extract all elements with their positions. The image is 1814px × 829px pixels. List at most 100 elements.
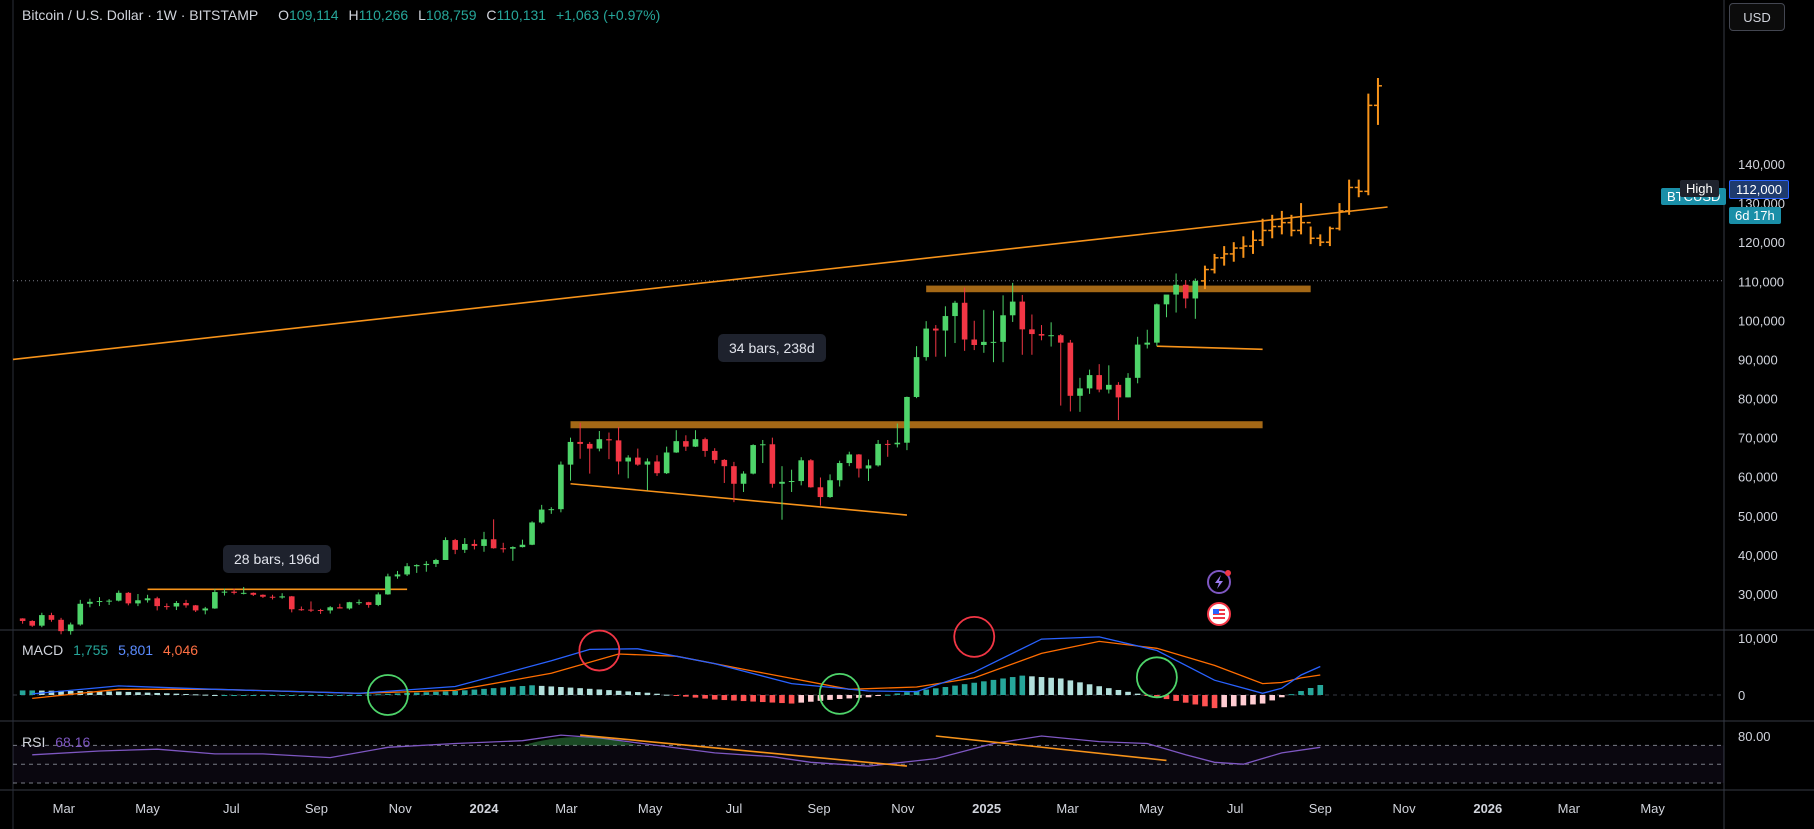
macd-histogram-bar — [413, 692, 420, 695]
candle-body — [250, 592, 257, 595]
price-tick-label: 80,000 — [1738, 392, 1778, 407]
macd-histogram-value: 1,755 — [73, 642, 109, 658]
candle-body — [663, 452, 670, 474]
candle-body — [673, 441, 680, 453]
macd-histogram-bar — [1067, 680, 1074, 695]
candle-body — [125, 592, 132, 604]
macd-signal-value: 4,046 — [163, 642, 199, 658]
candle-body — [231, 591, 237, 593]
macd-histogram-bar — [67, 690, 74, 695]
macd-histogram-bar — [298, 695, 305, 696]
candle-body — [490, 539, 497, 549]
macd-histogram-bar — [1048, 677, 1054, 695]
macd-histogram-bar — [711, 695, 718, 700]
macd-histogram-bar — [442, 691, 449, 695]
candle-body — [1144, 342, 1151, 345]
macd-histogram-bar — [500, 687, 507, 695]
macd-histogram-bar — [1240, 695, 1247, 706]
candle-body — [500, 548, 507, 550]
macd-histogram-bar — [135, 692, 141, 695]
countdown-tag: 6d 17h — [1729, 207, 1781, 224]
macd-cross-circle — [578, 629, 621, 672]
candle-body — [1048, 335, 1054, 337]
macd-histogram-bar — [894, 693, 901, 695]
macd-histogram-bar — [58, 690, 64, 695]
macd-histogram-bar — [385, 693, 391, 695]
macd-histogram-bar — [1086, 684, 1093, 695]
macd-histogram-bar — [923, 689, 929, 695]
candle-body — [721, 459, 728, 467]
us-flag-event-icon[interactable] — [1207, 602, 1231, 626]
macd-histogram-bar — [721, 695, 728, 701]
macd-histogram-bar — [654, 693, 660, 695]
candle-body — [433, 559, 439, 564]
candle-body — [1106, 384, 1112, 390]
candle-body — [779, 481, 785, 484]
macd-histogram-bar — [759, 695, 766, 703]
candle-body — [740, 473, 747, 484]
time-tick-label: Jul — [726, 801, 743, 816]
candle-body — [904, 396, 910, 443]
candle-body — [538, 509, 545, 523]
macd-histogram-bar — [1230, 695, 1237, 707]
macd-histogram-bar — [779, 695, 785, 704]
macd-histogram-bar — [606, 690, 612, 695]
macd-histogram-bar — [846, 695, 853, 699]
time-tick-label: Mar — [555, 801, 578, 816]
candle-body — [481, 539, 487, 546]
candle-body — [923, 328, 929, 358]
lightning-event-icon[interactable] — [1207, 570, 1231, 594]
macd-histogram-bar — [519, 686, 526, 695]
candle-body — [971, 339, 978, 345]
time-tick-label: May — [1139, 801, 1164, 816]
candle-body — [1057, 335, 1064, 343]
macd-histogram-bar — [1029, 676, 1035, 695]
macd-histogram-bar — [1154, 695, 1160, 698]
time-tick-label: Mar — [53, 801, 76, 816]
candle-body — [48, 615, 55, 620]
time-tick-label: Jul — [223, 801, 240, 816]
macd-histogram-bar — [356, 695, 362, 696]
price-tick-label: 110,000 — [1738, 274, 1784, 289]
macd-histogram-bar — [1182, 695, 1189, 703]
macd-histogram-bar — [875, 695, 881, 696]
currency-button[interactable]: USD — [1729, 3, 1785, 31]
macd-histogram-bar — [990, 679, 997, 695]
price-tick-label: 90,000 — [1738, 352, 1778, 367]
candle-body — [1029, 329, 1035, 335]
macd-cross-circle — [366, 674, 409, 716]
macd-histogram-bar — [212, 695, 218, 696]
macd-histogram-bar — [1038, 677, 1045, 695]
rsi-label: RSI — [22, 734, 46, 750]
macd-histogram-bar — [452, 691, 458, 695]
candle-body — [635, 457, 641, 465]
macd-histogram-bar — [346, 695, 353, 696]
candle-body — [894, 442, 901, 445]
macd-histogram-bar — [961, 684, 968, 695]
candle-body — [106, 600, 112, 602]
macd-histogram-bar — [461, 690, 468, 695]
macd-line-value: 5,801 — [118, 642, 154, 658]
macd-histogram-bar — [394, 693, 401, 695]
chart-header: Bitcoin / U.S. Dollar · 1W · BITSTAMP O1… — [22, 7, 660, 23]
event-icons — [1207, 570, 1231, 626]
rsi-tick-label: 80.00 — [1738, 729, 1771, 744]
candle-body — [644, 461, 651, 465]
candle-body — [683, 441, 689, 447]
macd-histogram-bar — [1317, 684, 1324, 695]
candle-body — [711, 450, 718, 460]
macd-histogram-bar — [798, 695, 805, 703]
macd-histogram-bar — [115, 691, 122, 695]
rsi-trendline — [935, 735, 1167, 762]
candle-body — [836, 463, 843, 481]
candle-body — [442, 540, 449, 560]
macd-histogram-bar — [1077, 682, 1083, 695]
candle-body — [240, 592, 247, 594]
low-value: 108,759 — [425, 7, 477, 23]
candle-body — [212, 592, 218, 609]
macd-histogram-bar — [769, 695, 776, 703]
macd-histogram-bar — [1211, 695, 1218, 709]
time-tick-label: May — [1640, 801, 1665, 816]
macd-histogram-bar — [183, 693, 189, 695]
